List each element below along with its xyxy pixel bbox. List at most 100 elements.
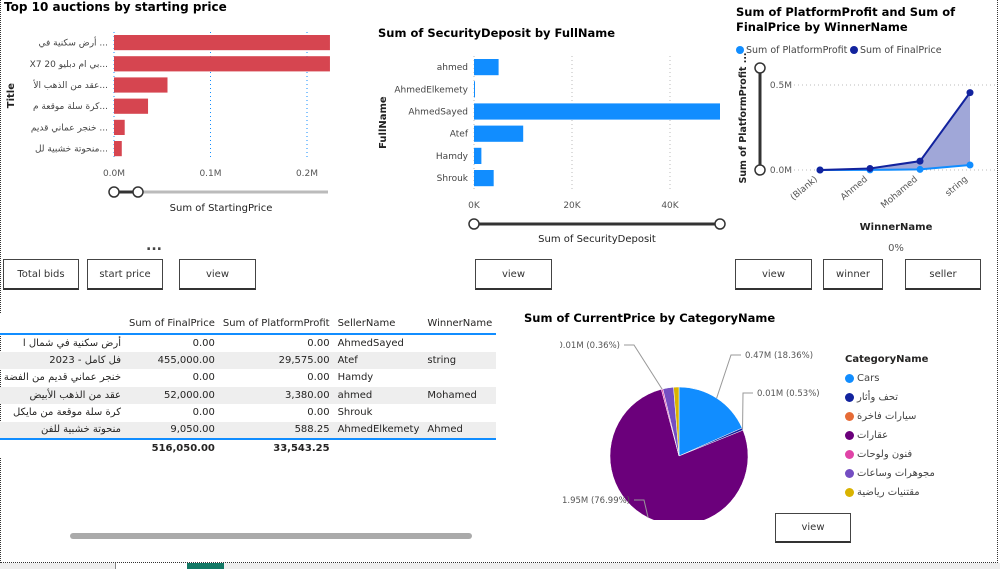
legend-item[interactable]: سيارات فاخرة — [845, 407, 935, 426]
table-tot: 516,050.00 33,543.25 — [0, 438, 497, 457]
data-point — [866, 164, 874, 172]
x-tick-label: 0K — [468, 201, 481, 211]
table-cell: 33,543.25 — [218, 438, 334, 457]
x-tick-label: 0.0M — [103, 169, 125, 179]
bar — [474, 81, 475, 98]
table-cell — [0, 314, 125, 335]
table-cell — [423, 438, 497, 457]
data-point — [966, 161, 974, 169]
more-options[interactable]: ... — [146, 238, 162, 254]
table-cell: أرض سكنية في شمال ا — [22, 337, 121, 349]
table-row[interactable]: منحوتة خشبية للفن 9,050.00 588.25 AhmedElke… — [0, 421, 497, 439]
y-category-label: ahmed — [437, 63, 468, 73]
auctions-table: Sum of FinalPrice Sum of PlatformProfit Se… — [0, 314, 497, 457]
table-cell: string — [423, 351, 497, 369]
x-category-label: (Blank) — [789, 175, 820, 203]
legend-item[interactable]: عقارات — [845, 426, 935, 445]
legend-item[interactable]: تحف وأثار — [845, 388, 935, 407]
current-price-pie-chart: 0.47M (18.36%) 0.01M (0.53%) 1.95M (76.99%… — [560, 341, 820, 520]
y-category-label: Atef — [450, 130, 469, 140]
y-category-label: X7 20 بي ام دبليو... — [30, 60, 108, 70]
bar — [474, 170, 494, 187]
view-button-3[interactable]: view — [735, 259, 812, 290]
y-category-label: خنجر عماني قديم ... — [31, 123, 108, 133]
data-point — [816, 166, 824, 174]
x-category-label: string — [944, 175, 970, 199]
chart-title-security-deposit: Sum of SecurityDeposit by FullName — [378, 26, 616, 40]
bar — [114, 35, 330, 51]
data-label: 0.47M (18.36%) — [745, 351, 813, 361]
legend-label: مجوهرات وساعات — [857, 468, 935, 479]
zoom-slider-handle[interactable] — [714, 218, 726, 230]
table-cell: Mohamed — [423, 386, 497, 404]
bar — [114, 98, 149, 114]
table-cell: خنجر عماني قديم من الفضة — [3, 372, 121, 384]
legend-label: سيارات فاخرة — [857, 411, 917, 422]
legend-label: تحف وأثار — [857, 392, 899, 403]
total-bids-button[interactable]: Total bids — [3, 259, 79, 290]
zoom-slider-handle[interactable] — [132, 186, 144, 198]
legend-item[interactable]: Cars — [845, 369, 935, 388]
y-category-label: أرض سكنية في ... — [39, 37, 108, 49]
table-cell: Hamdy — [337, 372, 374, 384]
data-label: 1.95M (76.99%) — [562, 496, 630, 506]
legend-item[interactable]: مجوهرات وساعات — [845, 464, 935, 483]
legend-marker — [845, 431, 854, 440]
area-fill — [820, 92, 970, 170]
start-price-button[interactable]: start price — [87, 259, 163, 290]
table-cell: SellerName — [333, 314, 424, 335]
zoom-slider-handle[interactable] — [468, 218, 480, 230]
bar — [474, 125, 524, 142]
page-tab[interactable] — [115, 563, 187, 569]
pie-legend: CategoryName Cars تحف وأثار سيارات فاخرة عق… — [845, 350, 935, 502]
starting-price-bar-chart: 0.0M 0.1M 0.2M أرض سكنية في ... X7 20 بي ام … — [6, 32, 330, 214]
table-cell: منحوتة خشبية للفن — [0, 421, 125, 439]
bar — [114, 119, 125, 135]
table-cell: Sum of FinalPrice — [125, 314, 219, 335]
legend-item[interactable]: مقتنيات رياضية — [845, 483, 935, 502]
bar — [114, 141, 122, 157]
security-deposit-bar-chart: 0K 20K 40K ahmed AhmedElkemety AhmedSayed Atef… — [378, 56, 726, 245]
table-row[interactable]: فل كامل - 2023 455,000.00 29,575.00 Atef str… — [0, 351, 497, 369]
y-tick-label: 0.0M — [770, 166, 792, 176]
data-point — [966, 89, 974, 97]
table-hd: Sum of FinalPrice Sum of PlatformProfit Se… — [0, 314, 497, 335]
table-row[interactable]: خنجر عماني قديم من الفضة 0.00 0.00 Hamdy — [0, 369, 496, 387]
legend-label: مقتنيات رياضية — [857, 487, 920, 498]
data-point — [916, 157, 924, 165]
bar — [474, 59, 499, 76]
table-row[interactable]: كرة سلة موقعة من مايكل 0.00 0.00 Shrouk — [0, 404, 496, 422]
table-row[interactable]: أرض سكنية في شمال ا 0.00 0.00 AhmedSayed — [0, 334, 496, 352]
table-cell — [333, 438, 424, 457]
chart-title-current-price: Sum of CurrentPrice by CategoryName — [524, 311, 776, 325]
zoom-slider-handle[interactable] — [754, 62, 766, 74]
data-label: 0.01M (0.53%) — [757, 389, 820, 399]
table-cell: 0.00 — [192, 337, 215, 349]
view-button-4[interactable]: view — [775, 513, 851, 543]
scroll-percent: 0% — [888, 243, 904, 254]
x-axis-title: Sum of StartingPrice — [170, 203, 273, 214]
table-horizontal-scrollbar[interactable] — [70, 533, 472, 539]
bar — [114, 56, 330, 72]
leader-line — [624, 344, 663, 390]
table-row[interactable]: عقد من الذهب الأبيض 52,000.00 3,380.00 ahme… — [0, 386, 497, 404]
pie-slice — [673, 386, 680, 457]
view-button-2[interactable]: view — [475, 259, 552, 290]
view-button-1[interactable]: view — [179, 259, 256, 290]
zoom-slider-handle[interactable] — [754, 164, 766, 176]
leader-line — [634, 499, 649, 518]
table-cell: فل كامل - 2023 — [0, 351, 125, 369]
legend-item[interactable]: فنون ولوحات — [845, 445, 935, 464]
x-category-label: Ahmed — [839, 175, 870, 203]
page-tab-active[interactable] — [187, 563, 224, 569]
table-cell — [423, 404, 496, 422]
x-tick-label: 0.1M — [199, 169, 221, 179]
data-point — [916, 165, 924, 173]
y-category-label: AhmedElkemety — [394, 85, 468, 95]
profit-finalprice-area-chart: Sum of PlatformProfit Sum of FinalPrice 0.… — [736, 45, 998, 254]
series-line — [819, 92, 971, 171]
legend-marker — [845, 450, 854, 459]
zoom-slider-handle[interactable] — [108, 186, 120, 198]
seller-button[interactable]: seller — [905, 259, 981, 290]
winner-button[interactable]: winner — [823, 259, 883, 290]
